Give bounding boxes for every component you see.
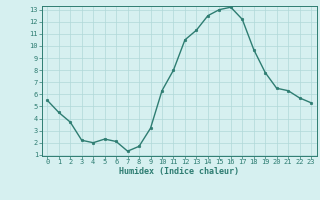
X-axis label: Humidex (Indice chaleur): Humidex (Indice chaleur) bbox=[119, 167, 239, 176]
